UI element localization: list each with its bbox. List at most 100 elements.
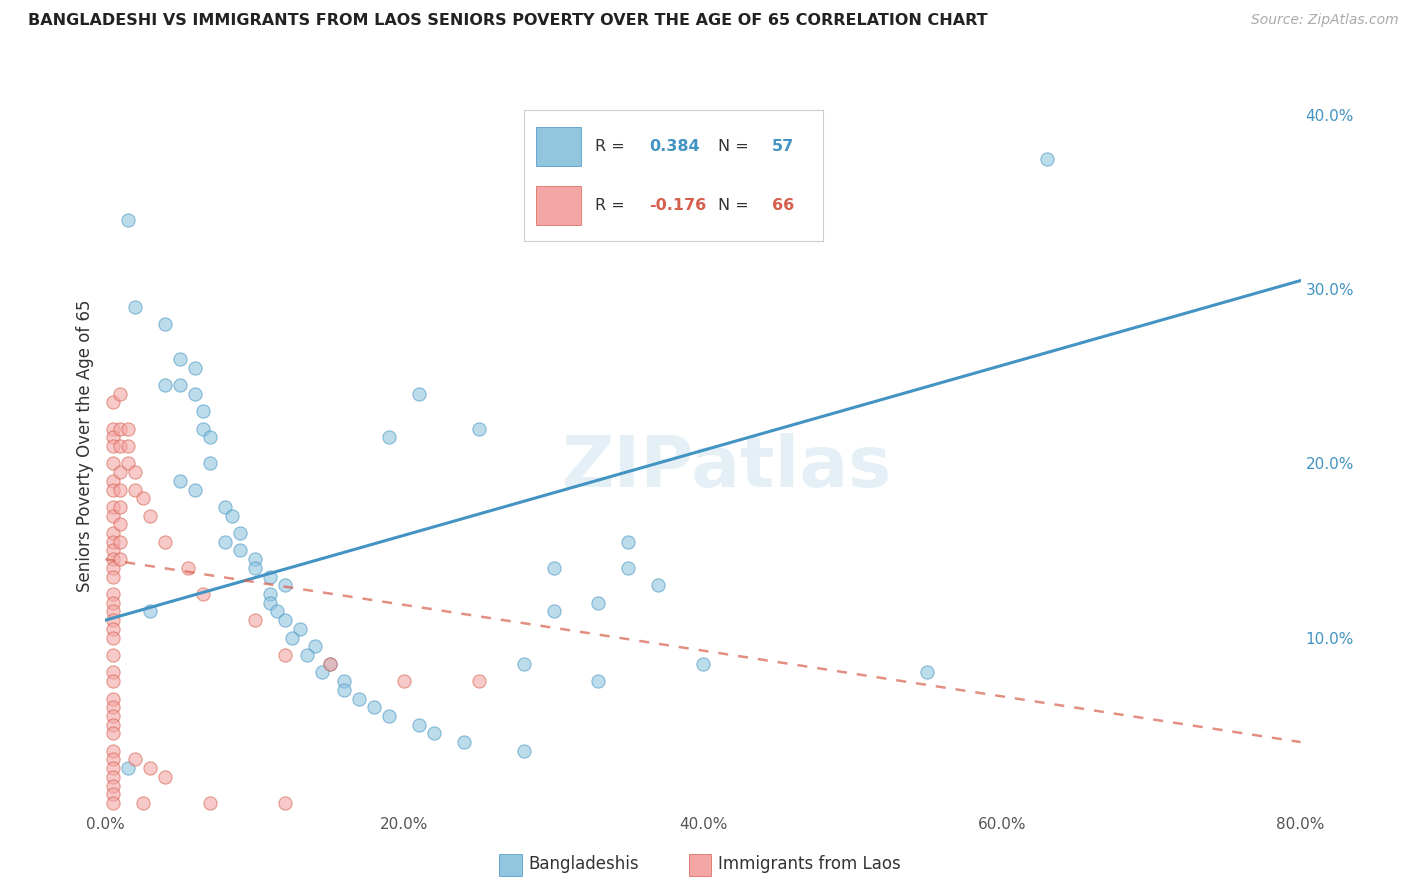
Point [101,430,124,444]
Point [184,360,207,375]
Point [110,552,132,566]
Point [259,596,281,610]
Point [101,543,124,558]
Point [155,770,177,784]
Point [408,386,430,401]
Point [311,665,333,680]
Point [214,500,236,514]
Point [139,604,162,618]
Point [378,430,401,444]
Point [117,761,139,775]
Point [274,613,297,627]
Point [169,378,191,392]
Point [176,561,198,575]
Point [101,631,124,645]
Text: Immigrants from Laos: Immigrants from Laos [718,855,901,873]
Point [333,674,356,689]
Point [101,674,124,689]
Point [101,796,124,810]
Point [101,534,124,549]
Point [101,457,124,471]
Point [101,604,124,618]
Text: Bangladeshis: Bangladeshis [529,855,640,873]
Point [243,613,266,627]
Point [915,665,938,680]
Point [191,587,214,601]
Point [214,534,236,549]
Point [304,640,326,654]
Point [101,726,124,740]
Point [110,439,132,453]
Point [513,744,536,758]
Point [221,508,243,523]
Point [110,500,132,514]
Point [155,378,177,392]
Point [139,508,162,523]
Point [124,465,146,479]
Point [274,578,297,592]
Point [110,386,132,401]
Point [101,787,124,801]
Point [101,587,124,601]
Point [1035,152,1057,166]
Point [101,709,124,723]
Point [281,631,304,645]
Point [101,552,124,566]
Point [318,657,340,671]
Point [101,770,124,784]
Point [243,561,266,575]
Point [363,700,385,714]
Point [155,534,177,549]
Point [468,674,491,689]
Point [117,457,139,471]
Point [101,474,124,488]
Point [243,552,266,566]
Point [259,587,281,601]
Point [588,596,610,610]
Point [647,578,669,592]
Point [191,421,214,435]
Point [117,439,139,453]
Text: ZIPatlas: ZIPatlas [562,434,891,502]
Point [394,674,416,689]
Point [169,351,191,366]
Point [617,561,640,575]
Point [101,744,124,758]
Point [110,483,132,497]
Point [318,657,340,671]
Point [117,212,139,227]
Point [543,604,565,618]
Point [101,665,124,680]
Point [101,648,124,662]
Point [110,465,132,479]
Point [198,430,221,444]
Point [101,569,124,583]
Point [692,657,714,671]
Point [101,395,124,409]
Point [184,386,207,401]
Point [101,761,124,775]
Point [101,439,124,453]
Point [408,717,430,731]
Point [155,317,177,331]
Point [101,691,124,706]
Point [274,796,297,810]
Point [288,622,311,636]
Point [139,761,162,775]
Point [513,657,536,671]
Point [453,735,475,749]
Point [617,534,640,549]
Point [101,613,124,627]
Y-axis label: Seniors Poverty Over the Age of 65: Seniors Poverty Over the Age of 65 [76,300,94,592]
Point [198,457,221,471]
Point [588,674,610,689]
Point [124,752,146,766]
Text: BANGLADESHI VS IMMIGRANTS FROM LAOS SENIORS POVERTY OVER THE AGE OF 65 CORRELATI: BANGLADESHI VS IMMIGRANTS FROM LAOS SENI… [28,13,988,29]
Text: Source: ZipAtlas.com: Source: ZipAtlas.com [1251,13,1399,28]
Point [101,561,124,575]
Point [101,596,124,610]
Point [124,300,146,314]
Point [274,648,297,662]
Point [468,421,491,435]
Point [101,700,124,714]
